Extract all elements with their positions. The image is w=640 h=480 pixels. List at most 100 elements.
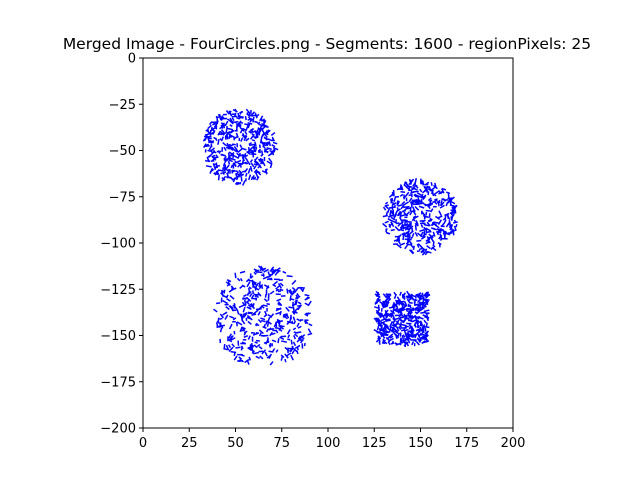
segment-mark xyxy=(307,300,312,306)
segment-mark xyxy=(232,317,237,321)
segment-mark xyxy=(225,145,230,149)
segment-mark xyxy=(264,294,267,298)
segment-mark xyxy=(398,187,403,191)
segment-mark xyxy=(420,245,425,250)
segment-mark xyxy=(251,133,255,136)
segment-mark xyxy=(374,301,379,305)
segment-mark xyxy=(243,153,247,158)
segment-mark xyxy=(388,326,392,333)
segment-mark xyxy=(292,289,296,293)
segment-mark xyxy=(398,326,402,330)
segment-mark xyxy=(267,138,273,142)
segment-mark xyxy=(277,302,282,306)
segment-mark xyxy=(226,118,232,123)
segment-mark xyxy=(271,339,277,343)
x-tick-label: 150 xyxy=(408,436,433,451)
segment-mark xyxy=(236,309,240,315)
segment-mark xyxy=(394,307,398,311)
segment-mark xyxy=(241,169,247,173)
segment-mark xyxy=(291,349,295,355)
segment-mark xyxy=(257,171,262,176)
segment-mark xyxy=(377,311,381,317)
segment-mark xyxy=(271,144,276,148)
segment-mark xyxy=(399,322,402,328)
segment-mark xyxy=(256,343,261,348)
segment-mark xyxy=(243,313,248,318)
segment-mark xyxy=(439,204,445,209)
segment-mark xyxy=(212,164,216,170)
segment-mark xyxy=(304,313,309,317)
segment-mark xyxy=(208,139,213,144)
segment-mark xyxy=(397,204,403,207)
segment-mark xyxy=(240,147,247,151)
segment-mark xyxy=(409,210,414,216)
segment-mark xyxy=(387,214,394,218)
segment-mark xyxy=(265,328,270,333)
segment-mark xyxy=(247,335,251,340)
segment-mark xyxy=(397,223,401,227)
segment-mark xyxy=(424,248,428,252)
segment-mark xyxy=(233,351,236,357)
segment-mark xyxy=(424,181,430,186)
segment-mark xyxy=(243,331,247,336)
segment-mark xyxy=(297,305,302,311)
segment-mark xyxy=(263,340,270,344)
segment-mark xyxy=(408,249,414,255)
segment-mark xyxy=(288,306,293,309)
segment-mark xyxy=(263,268,269,273)
segment-mark xyxy=(268,157,273,164)
segment-mark xyxy=(272,146,279,151)
segment-mark xyxy=(403,183,408,188)
segment-mark xyxy=(230,146,234,151)
segment-mark xyxy=(291,310,296,315)
segment-mark xyxy=(269,361,274,366)
segment-mark xyxy=(225,128,228,134)
segment-mark xyxy=(414,224,417,231)
segment-mark xyxy=(401,339,407,344)
segment-mark xyxy=(229,335,233,341)
segment-mark xyxy=(399,242,406,247)
segment-mark xyxy=(307,328,312,334)
segment-mark xyxy=(263,323,266,328)
segment-mark xyxy=(265,285,270,290)
segment-mark xyxy=(237,148,243,153)
segment-mark xyxy=(244,358,250,364)
segment-mark xyxy=(431,246,437,252)
segment-mark xyxy=(229,117,233,123)
segment-mark xyxy=(394,225,400,231)
segment-mark xyxy=(264,168,268,173)
segment-mark xyxy=(246,306,252,310)
segment-mark xyxy=(418,316,424,320)
segment-mark xyxy=(226,168,230,175)
segment-mark xyxy=(268,328,274,331)
segment-mark xyxy=(247,320,252,325)
segment-mark xyxy=(378,341,381,345)
segment-mark xyxy=(232,162,237,168)
segment-mark xyxy=(409,311,413,315)
segment-mark xyxy=(226,172,229,177)
segment-mark xyxy=(412,206,416,212)
segment-mark xyxy=(417,332,422,338)
segment-mark xyxy=(276,270,280,274)
segment-mark xyxy=(412,181,417,187)
segment-mark xyxy=(385,318,388,323)
segment-mark xyxy=(422,296,425,303)
segment-mark xyxy=(228,289,233,293)
segment-mark xyxy=(262,326,267,329)
segment-mark xyxy=(403,341,407,345)
segment-mark xyxy=(379,313,384,317)
segment-mark xyxy=(225,164,230,170)
segment-mark xyxy=(279,310,282,316)
segment-mark xyxy=(285,306,290,312)
segment-mark xyxy=(442,217,447,221)
segment-mark xyxy=(417,232,423,238)
segment-mark xyxy=(396,327,400,332)
segment-mark xyxy=(236,123,242,127)
segment-mark xyxy=(222,311,228,316)
segment-mark xyxy=(219,115,224,121)
segment-mark xyxy=(272,149,276,152)
segment-mark xyxy=(244,123,250,126)
segment-mark xyxy=(275,311,281,315)
segment-mark xyxy=(295,294,299,300)
segment-mark xyxy=(274,327,281,330)
